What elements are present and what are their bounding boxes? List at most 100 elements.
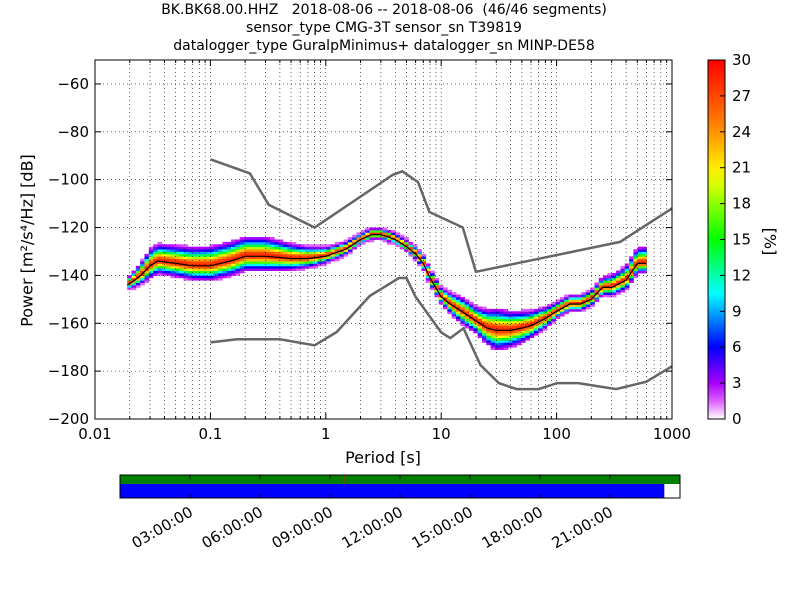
psd-bin — [252, 241, 258, 245]
psd-bin — [269, 237, 275, 240]
psd-bin — [157, 246, 163, 250]
psd-bin — [503, 313, 509, 317]
psd-bin — [317, 244, 323, 248]
psd-bin — [499, 335, 505, 339]
psd-bin — [226, 258, 232, 262]
psd-bin — [430, 284, 435, 288]
psd-bin — [308, 244, 314, 248]
psd-bin — [555, 306, 561, 310]
psd-bin — [633, 251, 639, 255]
psd-bin — [261, 253, 267, 257]
psd-bin — [174, 253, 180, 257]
psd-bin — [300, 253, 305, 257]
psd-bin — [555, 299, 561, 303]
psd-bin — [256, 244, 262, 248]
psd-bin — [477, 308, 483, 312]
psd-bin — [170, 268, 176, 272]
psd-bin — [209, 270, 215, 274]
psd-bin — [624, 263, 630, 267]
psd-bin — [512, 320, 517, 324]
psd-bin — [218, 261, 223, 264]
psd-bin — [633, 258, 639, 262]
psd-bin — [278, 263, 284, 267]
psd-bin — [607, 280, 613, 283]
psd-bin — [235, 258, 241, 262]
psd-bin — [200, 258, 206, 262]
psd-bin — [291, 241, 297, 245]
psd-bin — [261, 263, 267, 267]
psd-bin — [222, 268, 228, 272]
psd-bin — [205, 270, 210, 274]
psd-bin — [287, 258, 292, 262]
psd-bin — [166, 244, 171, 248]
psd-bin — [460, 306, 466, 310]
psd-bin — [356, 232, 362, 236]
psd-bin — [174, 251, 180, 255]
psd-bin — [494, 344, 500, 348]
psd-bin — [148, 258, 154, 262]
psd-bin — [507, 335, 513, 339]
psd-bin — [274, 261, 280, 264]
psd-bin — [451, 306, 457, 310]
psd-bin — [546, 320, 552, 324]
psd-bin — [490, 325, 496, 329]
psd-bin — [568, 296, 574, 300]
psd-bin — [486, 330, 492, 334]
psd-bin — [248, 241, 254, 245]
psd-bin — [382, 237, 388, 240]
psd-bin — [304, 251, 310, 255]
psd-bin — [633, 270, 639, 274]
psd-bin — [300, 251, 305, 255]
psd-bin — [140, 270, 145, 274]
psd-bin — [239, 253, 245, 257]
psd-bin — [598, 294, 604, 298]
psd-bin — [300, 249, 305, 252]
psd-bin — [594, 296, 600, 300]
psd-bin — [516, 325, 522, 329]
psd-bin — [131, 275, 137, 279]
psd-bin — [503, 316, 509, 319]
psd-bin — [170, 265, 176, 269]
psd-bin — [200, 263, 206, 267]
psd-bin — [559, 308, 565, 312]
psd-bin — [581, 292, 587, 295]
psd-bin — [490, 318, 496, 322]
psd-bin — [382, 239, 388, 243]
title-line-1: BK.BK68.00.HHZ 2018-08-06 -- 2018-08-06 … — [161, 2, 607, 18]
psd-bin — [244, 258, 249, 262]
psd-bin — [144, 261, 150, 264]
psd-bin — [235, 263, 241, 267]
psd-bin — [481, 337, 487, 341]
psd-bin — [196, 251, 202, 255]
psd-bin — [512, 342, 517, 346]
psd-bin — [542, 318, 548, 322]
psd-bin — [425, 263, 431, 267]
psd-bin — [481, 306, 487, 310]
psd-bin — [256, 246, 262, 250]
psd-bin — [629, 256, 634, 260]
psd-bin — [373, 234, 379, 238]
psd-bin — [477, 306, 483, 310]
psd-bin — [148, 273, 154, 276]
psd-bin — [490, 335, 496, 339]
y-tick-label: −80 — [57, 123, 89, 141]
psd-bin — [546, 316, 552, 319]
psd-bin — [317, 261, 323, 264]
psd-bin — [321, 263, 327, 267]
psd-bin — [490, 347, 496, 350]
psd-bin — [633, 268, 639, 272]
psd-bin — [581, 306, 587, 310]
psd-bin — [321, 246, 327, 250]
psd-bin — [533, 320, 539, 324]
psd-bin — [486, 308, 492, 312]
psd-bin — [386, 229, 392, 233]
timeline-tick-label: 09:00:00 — [269, 503, 336, 552]
psd-bin — [161, 265, 167, 269]
psd-bin — [490, 342, 496, 346]
psd-bin — [417, 258, 422, 262]
psd-bin — [174, 275, 180, 279]
psd-bin — [161, 263, 167, 267]
psd-bin — [265, 244, 271, 248]
psd-bin — [412, 253, 418, 257]
psd-bin — [157, 256, 163, 260]
